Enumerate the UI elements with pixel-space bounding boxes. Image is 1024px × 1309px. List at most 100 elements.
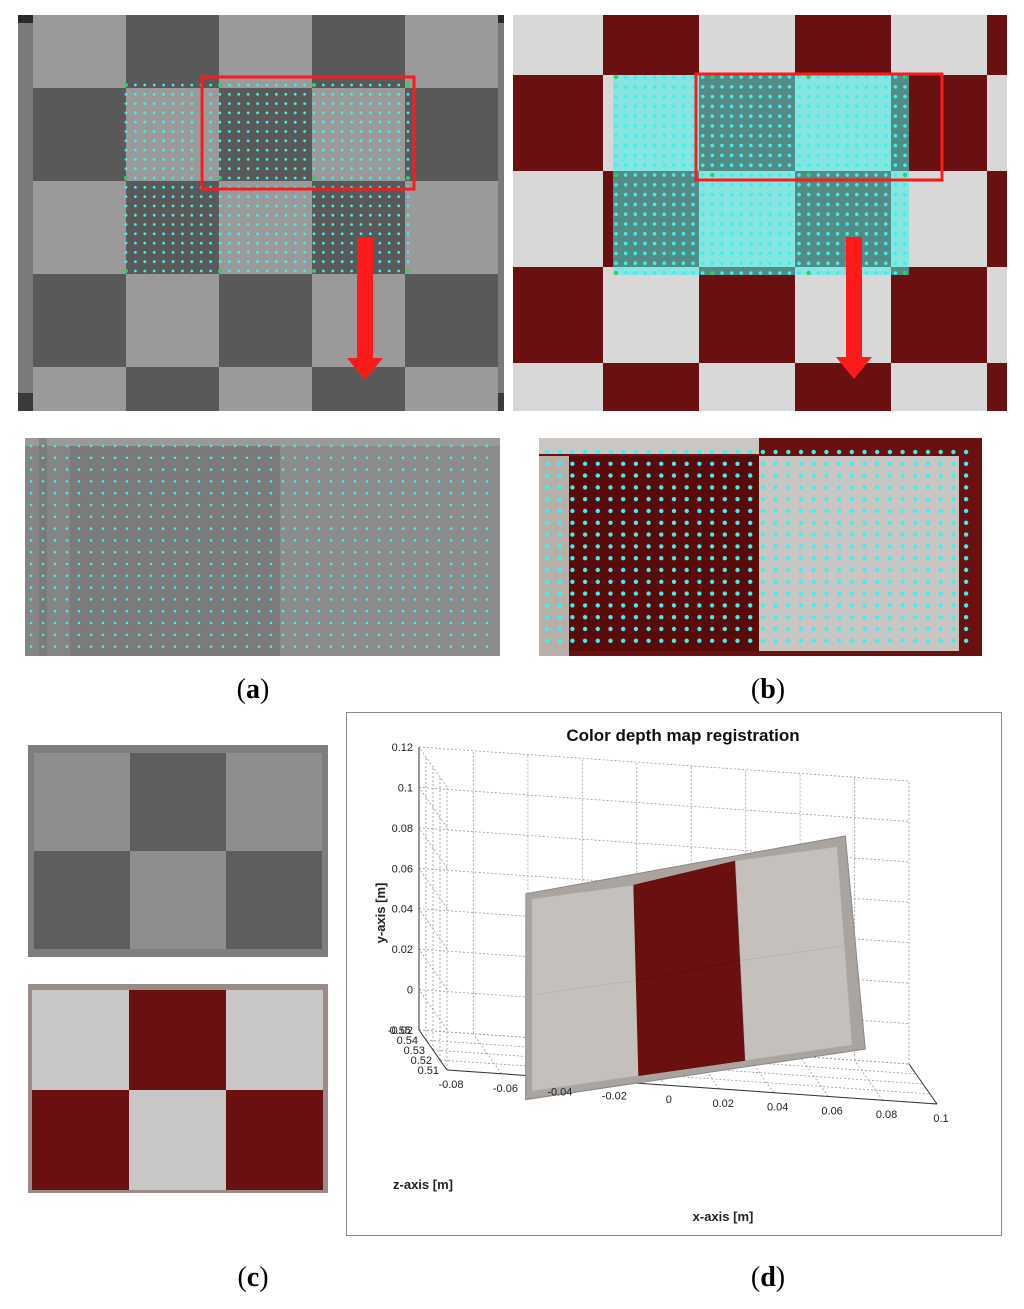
grid-point [125,562,129,566]
grid-point [862,520,867,525]
grid-point [209,609,213,613]
grid-point [836,626,842,632]
grid-point [595,603,600,608]
grid-point [700,183,705,187]
grid-point [797,124,801,128]
grid-point [652,114,657,118]
grid-point [659,567,664,573]
grid-point [152,148,156,152]
grid-point [275,167,278,171]
grid-point [836,508,842,514]
grid-point [473,550,477,554]
grid-point [798,449,804,455]
grid-point [681,163,686,167]
grid-point [199,241,203,245]
grid-point [633,485,639,490]
grid-point [237,130,241,133]
grid-point [681,212,686,216]
grid-point [406,130,410,133]
grid-point [377,515,381,519]
grid-point [257,550,261,554]
grid-point [257,515,261,519]
grid-point [413,621,417,625]
grid-point [671,638,677,643]
grid-point [835,251,840,256]
grid-point [329,480,333,483]
grid-point [149,480,153,483]
grid-point [197,480,201,483]
grid-point [652,173,657,177]
grid-point [124,102,128,105]
grid-point [845,163,849,167]
grid-point [125,515,129,519]
grid-point [633,615,639,620]
grid-point [623,202,628,207]
grid-point [331,92,335,96]
surface-light-square [735,846,845,962]
grid-point [758,163,763,167]
grid-point [365,574,369,578]
grid-point [89,539,93,542]
grid-point [720,271,724,275]
panel-label-c: (c) [237,1262,269,1293]
y-tick-label: 0.12 [392,742,413,754]
grid-point [425,515,429,519]
grid-point [413,586,417,589]
grid-point [893,75,898,79]
grid-point [197,609,201,613]
grid-point [903,94,907,99]
grid-point [237,111,241,115]
grid-point [720,94,724,99]
grid-point [773,485,778,490]
grid-point [134,269,137,273]
grid-point [197,515,201,519]
grid-point [875,485,880,490]
grid-point [341,515,345,519]
grid-point [425,621,429,625]
grid-point [684,520,689,525]
grid-point [378,158,382,161]
grid-point [806,143,811,148]
grid-point [65,550,69,554]
grid-point [29,562,33,566]
grid-point [938,473,943,478]
grid-point [53,527,57,530]
grid-point [134,195,137,199]
grid-point [544,461,550,466]
grid-point [350,139,353,143]
grid-point [413,598,417,601]
grid-point [768,104,772,109]
grid-point [913,520,918,525]
grid-point [938,591,943,596]
grid-point [233,609,237,613]
grid-point [900,485,905,490]
grid-point [582,567,588,573]
grid-point [228,232,231,236]
grid-point [341,574,345,578]
grid-point [185,456,189,460]
grid-point [218,167,222,171]
grid-point [218,83,222,87]
grid-point [284,213,288,217]
grid-point [557,626,562,632]
grid-point [209,223,213,226]
grid-point [777,94,782,99]
grid-point [710,212,715,216]
grid-point [855,104,859,109]
grid-point [389,491,393,495]
grid-point [365,444,369,448]
grid-point [221,598,225,601]
grid-point [246,111,250,115]
grid-point [748,520,753,525]
grid-point [652,94,657,99]
grid-point [449,550,453,554]
grid-point [303,260,306,264]
grid-point [672,85,676,89]
grid-point [570,532,575,537]
grid-point [65,539,69,542]
grid-point [614,212,618,216]
grid-point [331,139,335,143]
grid-point [652,104,657,109]
grid-point [305,444,309,448]
grid-point [246,260,250,264]
